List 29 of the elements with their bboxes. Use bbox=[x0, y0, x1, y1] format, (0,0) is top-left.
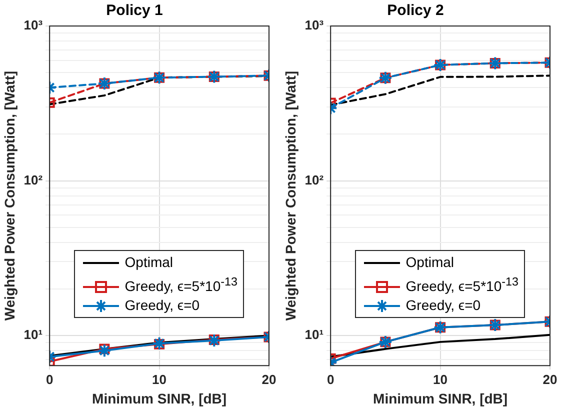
point bbox=[208, 334, 220, 345]
x-axis-title: Minimum SINR, [dB] bbox=[92, 390, 227, 406]
y-tick-label: 10¹ bbox=[24, 327, 43, 342]
y-tick-label: 10³ bbox=[304, 18, 324, 33]
legend-label: Optimal bbox=[124, 254, 174, 270]
legend-label: Greedy, ϵ=5*10$^{-13}$ bbox=[406, 275, 518, 294]
point bbox=[99, 344, 110, 354]
point bbox=[207, 333, 222, 348]
x-axis-title: Minimum SINR, [dB] bbox=[373, 390, 508, 406]
y-tick-label: 10¹ bbox=[304, 327, 324, 342]
x-tick-label: 0 bbox=[326, 372, 334, 387]
legend-label: Greedy, ϵ=0 bbox=[406, 296, 481, 313]
point bbox=[154, 338, 165, 350]
chart-title: Policy 2 bbox=[387, 2, 444, 20]
legend-label: Greedy, ϵ=0 bbox=[124, 296, 200, 313]
x-tick-label: 10 bbox=[433, 372, 448, 387]
point bbox=[152, 336, 166, 350]
x-tick-label: 0 bbox=[46, 372, 54, 387]
y-axis-title: Weighted Power Consumption, [Watt] bbox=[1, 70, 18, 321]
legend-label: Greedy, ϵ=5*10$^{-13}$ bbox=[124, 275, 238, 294]
legend-label: Optimal bbox=[406, 254, 454, 270]
x-tick-label: 20 bbox=[542, 372, 558, 387]
y-tick-label: 10³ bbox=[24, 18, 44, 33]
x-tick-label: 20 bbox=[262, 372, 276, 387]
y-tick-label: 10² bbox=[304, 172, 324, 188]
y-axis-title: Weighted Power Consumption, [Watt] bbox=[282, 70, 298, 321]
x-tick-label: 10 bbox=[152, 372, 167, 387]
y-tick-label: 10² bbox=[24, 172, 44, 188]
chart-title: Policy 1 bbox=[106, 2, 163, 20]
